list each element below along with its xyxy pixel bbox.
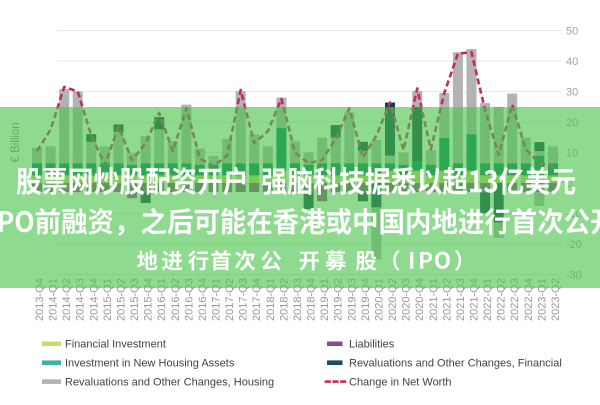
svg-text:2019-Q1: 2019-Q1 [319, 278, 331, 321]
svg-text:2014-Q4: 2014-Q4 [88, 278, 100, 321]
svg-text:2021-Q2: 2021-Q2 [441, 278, 453, 321]
svg-text:2019-Q2: 2019-Q2 [333, 278, 345, 321]
svg-text:2017-Q2: 2017-Q2 [224, 278, 236, 321]
svg-text:2016-Q3: 2016-Q3 [183, 278, 195, 321]
svg-text:40: 40 [566, 56, 578, 68]
svg-text:2018-Q1: 2018-Q1 [265, 278, 277, 321]
svg-text:2015-Q1: 2015-Q1 [102, 278, 114, 321]
svg-text:30: 30 [566, 87, 578, 99]
svg-text:2019-Q3: 2019-Q3 [346, 278, 358, 321]
svg-text:2019-Q4: 2019-Q4 [360, 278, 372, 321]
svg-text:Liabilities: Liabilities [349, 339, 395, 351]
svg-text:2022-Q2: 2022-Q2 [496, 278, 508, 321]
svg-text:2018-Q2: 2018-Q2 [278, 278, 290, 321]
svg-text:2014-Q1: 2014-Q1 [48, 278, 60, 321]
svg-text:2018-Q3: 2018-Q3 [292, 278, 304, 321]
svg-text:Revaluations and Other Changes: Revaluations and Other Changes, Financia… [349, 358, 562, 370]
svg-text:2015-Q3: 2015-Q3 [129, 278, 141, 321]
svg-text:2020-Q1: 2020-Q1 [373, 278, 385, 321]
svg-text:50: 50 [566, 26, 578, 38]
svg-text:2021-Q4: 2021-Q4 [469, 278, 481, 321]
svg-text:2018-Q4: 2018-Q4 [306, 278, 318, 321]
svg-text:2015-Q2: 2015-Q2 [116, 278, 128, 321]
svg-text:2021-Q1: 2021-Q1 [428, 278, 440, 321]
svg-text:2023-Q1: 2023-Q1 [536, 278, 548, 321]
svg-text:2022-Q4: 2022-Q4 [523, 278, 535, 321]
svg-text:2023-Q2: 2023-Q2 [550, 278, 562, 321]
svg-text:2016-Q4: 2016-Q4 [197, 278, 209, 321]
svg-text:2022-Q1: 2022-Q1 [482, 278, 494, 321]
svg-text:2017-Q1: 2017-Q1 [211, 278, 223, 321]
svg-text:2021-Q3: 2021-Q3 [455, 278, 467, 321]
svg-text:Change in Net Worth: Change in Net Worth [349, 377, 452, 389]
svg-text:2016-Q2: 2016-Q2 [170, 278, 182, 321]
svg-text:Financial Investment: Financial Investment [65, 339, 166, 351]
svg-text:2013-Q4: 2013-Q4 [34, 278, 46, 321]
svg-text:2016-Q1: 2016-Q1 [156, 278, 168, 321]
svg-text:2014-Q3: 2014-Q3 [75, 278, 87, 321]
svg-text:2017-Q3: 2017-Q3 [238, 278, 250, 321]
svg-text:Revaluations and Other Changes: Revaluations and Other Changes, Housing [65, 377, 274, 389]
svg-text:Investment in New Housing Asse: Investment in New Housing Assets [65, 358, 235, 370]
svg-text:2014-Q2: 2014-Q2 [61, 278, 73, 321]
svg-text:2017-Q4: 2017-Q4 [251, 278, 263, 321]
svg-text:2020-Q2: 2020-Q2 [387, 278, 399, 321]
svg-text:2020-Q3: 2020-Q3 [401, 278, 413, 321]
svg-text:2020-Q4: 2020-Q4 [414, 278, 426, 321]
svg-text:2022-Q3: 2022-Q3 [509, 278, 521, 321]
svg-text:2015-Q4: 2015-Q4 [143, 278, 155, 321]
